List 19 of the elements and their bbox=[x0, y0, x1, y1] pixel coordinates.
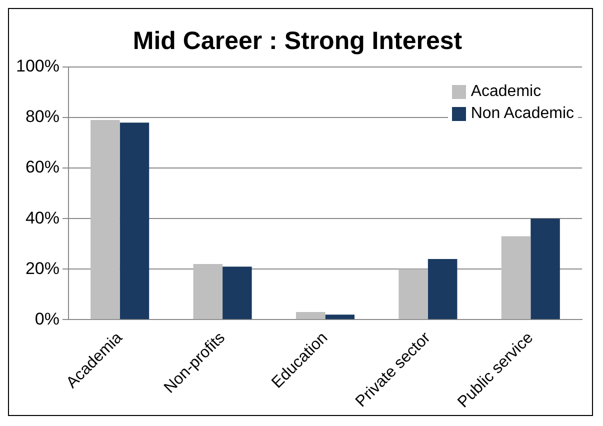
bar bbox=[530, 218, 560, 320]
y-tick-label: 20% bbox=[25, 258, 60, 278]
bar bbox=[120, 122, 150, 320]
bar bbox=[193, 264, 223, 320]
bar bbox=[325, 314, 355, 320]
bar bbox=[222, 266, 252, 320]
y-tick-label: 100% bbox=[16, 56, 60, 76]
y-tick-label: 40% bbox=[25, 208, 60, 228]
legend-label: Academic bbox=[470, 83, 542, 101]
bar bbox=[398, 269, 428, 320]
bar bbox=[296, 312, 326, 320]
legend-label: Non Academic bbox=[470, 105, 574, 123]
y-tick-label: 80% bbox=[25, 107, 60, 126]
bar bbox=[428, 259, 458, 320]
bar bbox=[501, 236, 531, 320]
y-tick-label: 60% bbox=[25, 158, 60, 177]
bar bbox=[90, 120, 120, 320]
chart-title: Mid Career : Strong Interest bbox=[132, 26, 463, 55]
y-tick-label: 0% bbox=[34, 309, 60, 328]
